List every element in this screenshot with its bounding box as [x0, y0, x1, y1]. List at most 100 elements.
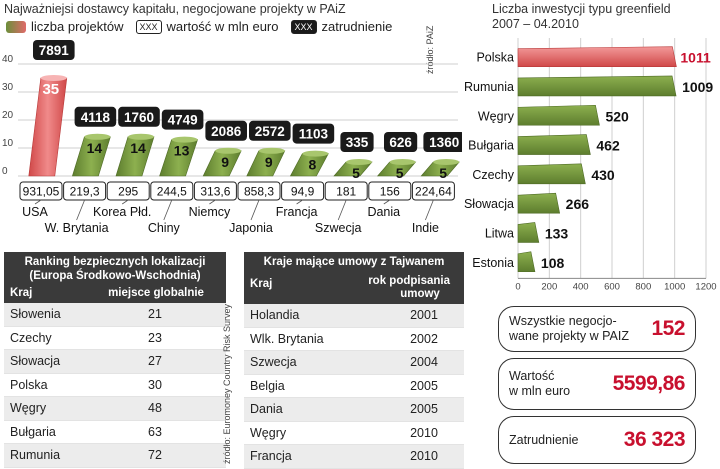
left-category-chiny: Chiny — [148, 199, 181, 235]
taiwan-table-header: Kraje mające umowy z Tajwanem — [244, 252, 464, 270]
left-chart-employment-labels: 7891 4118 1760 4749 2086 2572 1103 335 626 1360 — [33, 40, 462, 152]
ranking-country: Węgry — [10, 401, 47, 416]
ranking-rank: 30 — [148, 377, 162, 392]
taiwan-row-francja: Francja 2010 — [244, 445, 464, 469]
summary-employment-value: 36 323 — [623, 428, 686, 451]
category-label: Francja — [276, 205, 318, 219]
right-category-label: Słowacja — [464, 197, 514, 211]
left-value-w-brytania: 219,3 — [63, 181, 107, 201]
right-bar-czechy — [517, 163, 586, 185]
ranking-country: Polska — [10, 377, 48, 392]
right-x-tick: 800 — [635, 281, 651, 292]
taiwan-country: Dania — [250, 402, 283, 417]
left-category-usa: USA — [22, 199, 49, 219]
category-connector — [296, 199, 303, 205]
left-employment-w-brytania: 4118 — [74, 106, 117, 127]
right-chart-title: Liczba inwestycji typu greenfield 2007 –… — [492, 2, 671, 32]
category-label: Dania — [367, 205, 400, 219]
category-label: Szwecja — [315, 221, 362, 235]
left-value-japonia: 858,3 — [237, 181, 281, 201]
right-bar-wegry — [517, 104, 600, 126]
right-x-tick: 1200 — [695, 281, 716, 292]
summary-projects-label: Wszystkie negocjo- wane projekty w PAIZ — [509, 314, 629, 344]
summary-value-label-line1: Wartość — [509, 369, 555, 383]
taiwan-year: 2002 — [410, 331, 438, 346]
right-bar-body — [517, 192, 561, 214]
taiwan-year: 2010 — [410, 449, 438, 464]
right-value-label: 266 — [566, 196, 590, 212]
right-chart-x-ticks: 0 200 400 600 800 1000 1200 — [515, 281, 716, 292]
employment-pill — [384, 132, 418, 152]
ranking-rows: Słowenia 21 Czechy 23 Słowacja 27 Polska 30 Węgr… — [4, 303, 226, 468]
right-bar-rumunia — [517, 75, 677, 97]
ranking-rank: 63 — [148, 424, 162, 439]
left-category-w-brytania: W. Brytania — [45, 199, 109, 235]
left-category-francja: Francja — [276, 199, 318, 219]
value-text: 94,9 — [291, 185, 315, 199]
legend-box-value: XXX — [135, 19, 162, 34]
left-bar-w-brytania: 14 — [71, 133, 111, 177]
right-category-label: Czechy — [472, 168, 514, 182]
value-text: 931,05 — [23, 185, 60, 199]
ranking-row-bulgaria: Bułgaria 63 — [4, 420, 226, 444]
taiwan-row-dania: Dania 2005 — [244, 398, 464, 422]
summary-employment: Zatrudnienie 36 323 — [498, 416, 696, 464]
left-employment-usa: 7891 — [33, 40, 75, 60]
ranking-row-slowenia: Słowenia 21 — [4, 303, 226, 327]
right-bar-slowacja — [517, 192, 561, 214]
left-category-niemcy: Niemcy — [189, 199, 231, 219]
left-y-tick: 30 — [2, 82, 14, 93]
ranking-source: źródło: Euromoney Country Risk Survey — [222, 303, 232, 464]
left-employment-japonia: 2572 — [249, 120, 291, 141]
right-bar-body — [517, 46, 677, 67]
right-value-label: 1011 — [680, 50, 711, 66]
left-bar-top — [215, 147, 242, 154]
taiwan-rows: Holandia 2001 Wlk. Brytania 2002 Szwecja 2004… — [244, 304, 464, 469]
legend-label-projects: liczba projektów — [31, 19, 124, 34]
legend-box-employment: XXX — [290, 19, 317, 34]
left-bar-body — [28, 77, 68, 177]
summary-projects-value: 152 — [651, 317, 685, 340]
right-x-tick: 600 — [604, 281, 620, 292]
taiwan-country: Holandia — [250, 308, 300, 323]
employment-value: 1360 — [429, 135, 459, 150]
summary-projects-label-line2: wane projekty w PAIZ — [509, 329, 629, 343]
right-value-label: 520 — [605, 108, 629, 124]
employment-pill — [74, 106, 117, 127]
legend-employment: XXX zatrudnienie — [290, 19, 392, 34]
left-employment-dania: 626 — [384, 132, 418, 152]
taiwan-country: Belgia — [250, 378, 285, 393]
left-bar-top — [40, 75, 67, 81]
taiwan-col-year-line1: rok podpisania — [368, 275, 450, 287]
value-text: 224,64 — [415, 185, 452, 199]
employment-value: 626 — [389, 135, 412, 150]
ranking-column-headers: Kraj miejsce globalnie — [4, 285, 226, 303]
category-connector — [76, 199, 85, 221]
right-bar-body — [517, 75, 677, 97]
left-chart-category-labels: USA W. Brytania Korea Płd. Chiny Niemcy Japon… — [22, 199, 439, 235]
left-employment-szwecja: 335 — [340, 132, 374, 152]
left-chart: 0 10 20 30 40 35 14 14 13 9 9 8 5 5 5 7891 4118 1760 474… — [2, 40, 462, 235]
taiwan-column-headers: Kraj rok podpisania umowy — [244, 270, 464, 304]
ranking-country: Czechy — [10, 330, 52, 345]
employment-value: 1760 — [124, 110, 154, 125]
left-category-dania: Dania — [367, 199, 400, 219]
ranking-rank: 72 — [148, 448, 162, 463]
right-chart: Polska Rumunia Węgry Bułgaria Czechy Słowacja… — [464, 38, 717, 292]
left-bar-count-label: 5 — [396, 165, 404, 181]
ranking-header-line1: Ranking bezpiecznych lokalizacji — [24, 256, 206, 268]
category-label: USA — [22, 205, 48, 219]
employment-pill — [340, 132, 374, 152]
employment-pill — [161, 109, 204, 130]
left-bar-top — [302, 150, 329, 157]
left-chart-y-ticks: 0 10 20 30 40 — [2, 54, 14, 177]
right-chart-grid — [517, 38, 707, 279]
right-bar-body — [517, 104, 600, 126]
ranking-row-wegry: Węgry 48 — [4, 397, 226, 421]
left-chart-title: Najważniejsi dostawcy kapitału, negocjow… — [4, 2, 346, 16]
right-category-label: Węgry — [478, 109, 515, 123]
ranking-col-rank: miejsce globalnie — [108, 287, 204, 299]
left-employment-chiny: 4749 — [161, 109, 204, 130]
left-y-tick: 10 — [2, 138, 14, 149]
